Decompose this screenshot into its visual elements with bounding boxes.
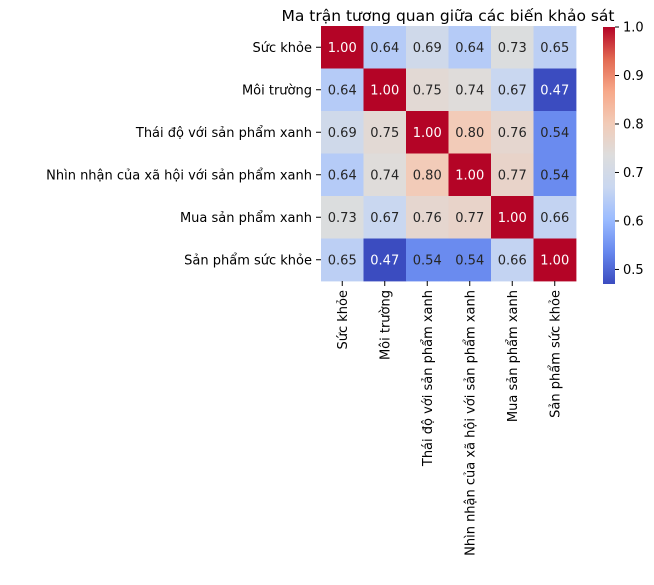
cell-value-label: 0.80 (455, 126, 484, 141)
colorbar-tick-label: 0.8 (623, 117, 644, 132)
heatmap-cell (363, 153, 407, 197)
cell-value-label: 0.64 (455, 41, 484, 56)
cell-value-label: 0.66 (540, 211, 569, 226)
cell-value-label: 0.67 (498, 83, 527, 98)
cell-value-label: 0.54 (413, 253, 442, 268)
cell-value-label: 0.77 (455, 211, 484, 226)
heatmap-cell (321, 196, 364, 239)
cell-value-label: 0.75 (370, 126, 399, 141)
colorbar-tick-label: 1.0 (623, 21, 644, 36)
cell-value-label: 0.80 (413, 168, 442, 183)
chart-title: Ma trận tương quan giữa các biến khảo sá… (281, 7, 614, 25)
colorbar: 0.5 0.6 0.7 0.8 0.9 1.0 (603, 21, 644, 284)
cell-value-label: 0.54 (540, 126, 569, 141)
cell-value-label: 0.77 (498, 168, 527, 183)
cell-value-label: 0.47 (370, 253, 399, 268)
heatmap-cell (491, 68, 534, 112)
column-label-nhin-nhan-cua-xa-hoi-voi-san-pham-xanh: Nhìn nhận của xã hội với sản phẩm xanh (463, 290, 478, 556)
column-labels: Sức khỏe Môi trường Thái độ với sản phẩm x… (336, 281, 563, 556)
cell-value-label: 0.67 (370, 211, 399, 226)
heatmap-cell (363, 26, 407, 69)
heatmap-cell (448, 68, 492, 112)
heatmap-cell (448, 196, 492, 239)
heatmap-cell (533, 238, 577, 282)
cell-value-label: 0.74 (455, 83, 484, 98)
cell-value-label: 0.69 (413, 41, 442, 56)
row-labels: Sức khỏe Môi trường Thái độ với sản phẩm x… (46, 41, 321, 268)
heatmap-cell (491, 196, 534, 239)
colorbar-tick-label: 0.9 (623, 69, 644, 84)
heatmap-cell (406, 196, 449, 239)
cell-value-label: 0.76 (413, 211, 442, 226)
heatmap-cells: 1.00 0.64 0.69 0.64 0.73 0.65 0.64 1.00 0.75 0.74… (321, 26, 577, 282)
cell-value-label: 1.00 (413, 126, 442, 141)
heatmap-cell (491, 26, 534, 69)
column-label-moi-truong: Môi trường (378, 290, 393, 360)
heatmap-cell (533, 68, 577, 112)
cell-value-label: 0.54 (455, 253, 484, 268)
column-label-mua-san-pham-xanh: Mua sản phẩm xanh (506, 290, 521, 422)
cell-value-label: 0.76 (498, 126, 527, 141)
cell-value-label: 0.75 (413, 83, 442, 98)
heatmap-cell (321, 153, 364, 197)
row-label-mua-san-pham-xanh: Mua sản phẩm xanh (180, 211, 312, 226)
heatmap-cell (321, 111, 364, 154)
column-label-suc-khoe: Sức khỏe (336, 290, 351, 350)
cell-value-label: 0.69 (328, 126, 357, 141)
heatmap-cell (533, 26, 577, 69)
cell-value-label: 0.64 (370, 41, 399, 56)
heatmap-cell (406, 68, 449, 112)
row-label-moi-truong: Môi trường (242, 83, 312, 98)
column-label-san-pham-suc-khoe: Sản phẩm sức khỏe (548, 290, 563, 418)
heatmap-cell (321, 68, 364, 112)
heatmap-cell (321, 26, 364, 69)
heatmap-cell (448, 111, 492, 154)
cell-value-label: 0.73 (498, 41, 527, 56)
colorbar-tick-label: 0.7 (623, 166, 644, 181)
heatmap-cell (533, 111, 577, 154)
row-label-thai-do-voi-san-pham-xanh: Thái độ với sản phẩm xanh (135, 126, 312, 141)
cell-value-label: 0.65 (328, 253, 357, 268)
heatmap-cell (406, 153, 449, 197)
cell-value-label: 1.00 (498, 211, 527, 226)
heatmap-cell (363, 238, 407, 282)
row-label-nhin-nhan-cua-xa-hoi-voi-san-pham-xanh: Nhìn nhận của xã hội với sản phẩm xanh (46, 168, 312, 183)
heatmap-cell (448, 26, 492, 69)
heatmap-cell (406, 111, 449, 154)
heatmap-cell (448, 238, 492, 282)
cell-value-label: 1.00 (328, 41, 357, 56)
colorbar-tick-label: 0.6 (623, 214, 644, 229)
heatmap-cell (363, 111, 407, 154)
row-label-suc-khoe: Sức khỏe (253, 41, 313, 56)
cell-value-label: 0.66 (498, 253, 527, 268)
cell-value-label: 0.74 (370, 168, 399, 183)
cell-value-label: 1.00 (540, 253, 569, 268)
cell-value-label: 0.64 (328, 83, 357, 98)
cell-value-label: 0.47 (540, 83, 569, 98)
cell-value-label: 0.65 (540, 41, 569, 56)
column-label-thai-do-voi-san-pham-xanh: Thái độ với sản phẩm xanh (421, 290, 436, 467)
heatmap-cell (363, 196, 407, 239)
heatmap-cell (533, 196, 577, 239)
cell-value-label: 1.00 (370, 83, 399, 98)
heatmap-cell (448, 153, 492, 197)
heatmap-cell (491, 111, 534, 154)
cell-value-label: 0.73 (328, 211, 357, 226)
cell-value-label: 0.54 (540, 168, 569, 183)
row-label-san-pham-suc-khoe: Sản phẩm sức khỏe (184, 253, 312, 268)
cell-value-label: 1.00 (455, 168, 484, 183)
heatmap-cell (406, 238, 449, 282)
heatmap-cell (491, 238, 534, 282)
colorbar-tick-label: 0.5 (623, 263, 644, 278)
heatmap-cell (321, 238, 364, 282)
heatmap-cell (363, 68, 407, 112)
heatmap-cell (491, 153, 534, 197)
heatmap-cell (406, 26, 449, 69)
heatmap-cell (533, 153, 577, 197)
colorbar-gradient (603, 27, 615, 284)
cell-value-label: 0.64 (328, 168, 357, 183)
